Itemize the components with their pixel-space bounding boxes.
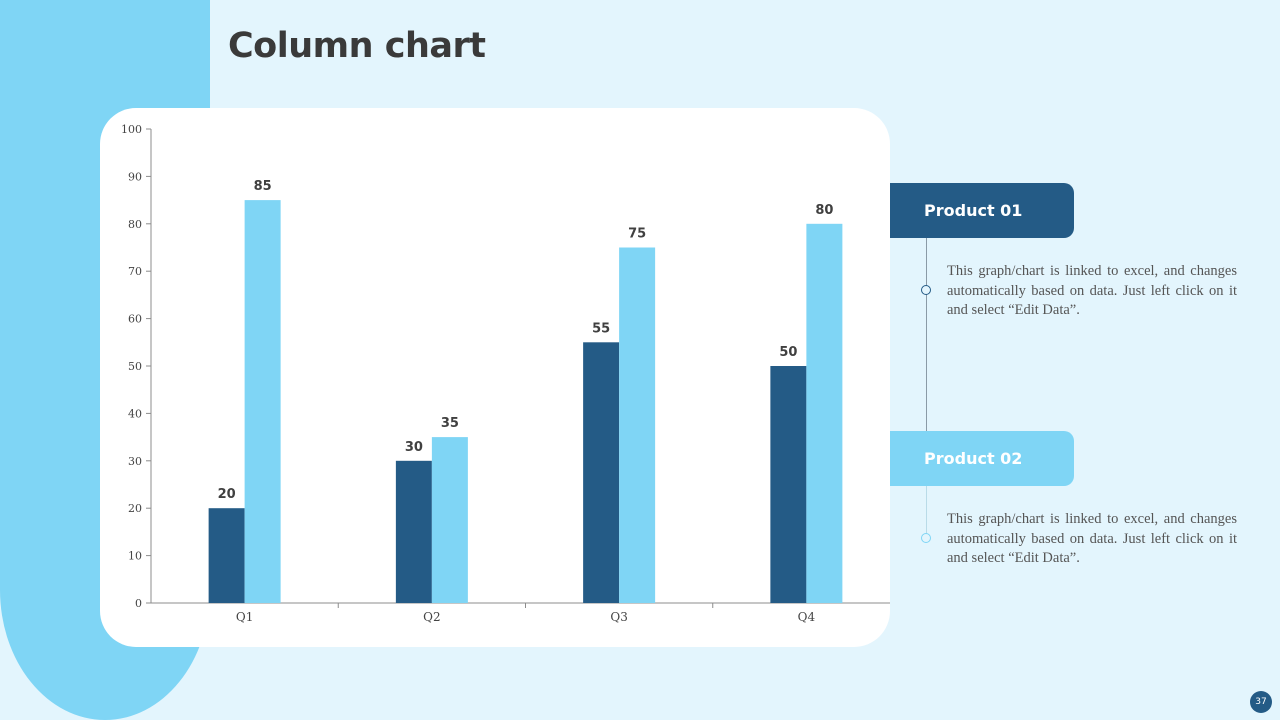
y-tick-label: 30 <box>128 455 142 468</box>
bar-product-02-q1 <box>244 200 281 603</box>
y-tick-label: 100 <box>121 123 142 136</box>
page-title: Column chart <box>228 26 486 66</box>
timeline-dot-2 <box>921 533 931 543</box>
chart-card: 0 10 20 30 40 50 60 70 80 90 100 Q1 20 85 Q2 30 35 Q3 55 75… <box>100 108 890 647</box>
y-tick-label: 80 <box>128 218 142 231</box>
bar-product-02-q2 <box>431 437 468 603</box>
timeline-line <box>926 236 927 432</box>
bar-product-01-q3 <box>583 342 620 603</box>
data-label: 50 <box>779 345 797 360</box>
y-tick-label: 40 <box>128 407 142 420</box>
timeline-dot-1 <box>921 285 931 295</box>
data-label: 75 <box>628 227 646 242</box>
bar-product-02-q3 <box>619 247 656 603</box>
product-02-description: This graph/chart is linked to excel, and… <box>947 511 1237 566</box>
bar-product-01-q2 <box>395 460 432 603</box>
data-label: 20 <box>218 487 236 502</box>
data-label: 30 <box>405 440 423 455</box>
page-number-badge: 37 <box>1250 691 1272 713</box>
data-label: 35 <box>441 416 459 431</box>
data-label: 85 <box>254 179 272 194</box>
y-tick-label: 10 <box>128 550 142 563</box>
y-tick-label: 70 <box>128 265 142 278</box>
product-01-tab: Product 01 <box>890 183 1074 238</box>
bar-product-01-q4 <box>770 366 807 603</box>
y-tick-label: 90 <box>128 170 142 183</box>
x-tick-label: Q1 <box>236 610 253 624</box>
bar-product-02-q4 <box>806 223 843 604</box>
product-01-label: Product 01 <box>924 201 1023 220</box>
x-tick-label: Q4 <box>798 610 816 624</box>
y-tick-label: 60 <box>128 313 142 326</box>
column-chart: 0 10 20 30 40 50 60 70 80 90 100 Q1 20 85 Q2 30 35 Q3 55 75… <box>121 123 890 624</box>
x-tick-label: Q3 <box>610 610 627 624</box>
product-02-label: Product 02 <box>924 449 1023 468</box>
data-label: 55 <box>592 321 610 336</box>
y-tick-label: 20 <box>128 502 142 515</box>
product-02-tab: Product 02 <box>890 431 1074 486</box>
x-tick-label: Q2 <box>423 610 440 624</box>
bar-product-01-q1 <box>208 508 245 603</box>
data-label: 80 <box>815 203 833 218</box>
timeline-line-lower <box>926 486 927 536</box>
y-tick-label: 0 <box>135 597 142 610</box>
y-tick-label: 50 <box>128 360 142 373</box>
page-number: 37 <box>1255 697 1267 707</box>
product-01-description: This graph/chart is linked to excel, and… <box>947 263 1237 318</box>
